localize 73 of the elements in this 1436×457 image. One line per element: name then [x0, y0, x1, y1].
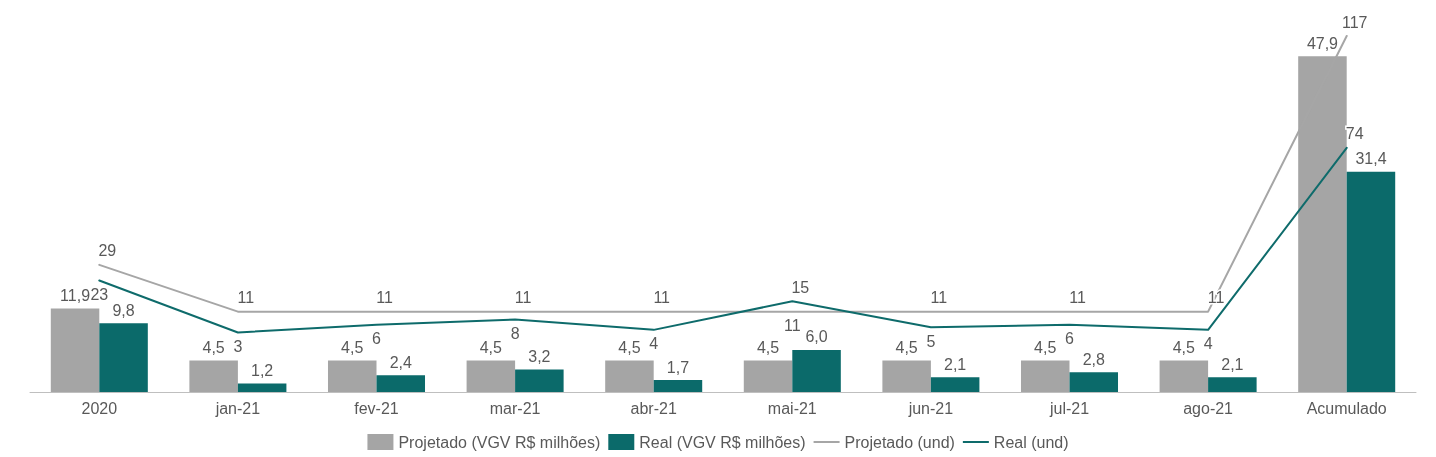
data-label: 29: [98, 242, 117, 260]
bar: [605, 360, 654, 392]
data-label: 117: [1341, 13, 1368, 31]
data-label: 47,9: [1306, 34, 1339, 52]
data-label: 11: [653, 289, 671, 307]
data-label: 74: [1345, 125, 1364, 143]
bar: [189, 360, 238, 392]
bar: [237, 383, 287, 392]
x-tick-label: jan-21: [214, 399, 261, 417]
data-label: 1,7: [666, 358, 690, 376]
legend-label: Real (VGV R$ milhões): [639, 433, 806, 451]
data-label: 4,5: [341, 338, 364, 356]
x-tick-label: mar-21: [489, 399, 541, 417]
x-tick-label: fev-21: [354, 399, 399, 417]
data-label: 11: [1207, 289, 1225, 307]
data-label: 11: [237, 289, 255, 307]
data-label: 23: [90, 285, 109, 303]
data-label: 4: [1203, 335, 1213, 353]
bar: [1346, 171, 1396, 392]
data-label: 11: [514, 289, 532, 307]
data-label: 4,5: [479, 338, 503, 356]
data-label: 2,1: [1221, 355, 1244, 373]
data-label: 4,5: [1034, 338, 1057, 356]
data-label: 3,2: [528, 348, 551, 366]
data-label: 4,5: [618, 338, 641, 356]
x-tick-label: Acumulado: [1306, 399, 1387, 417]
data-label: 1,2: [251, 362, 274, 380]
bar: [466, 360, 516, 392]
legend-label: Real (und): [993, 433, 1069, 451]
bar: [50, 308, 100, 392]
data-label: 2,4: [389, 353, 412, 371]
data-label: 8: [510, 324, 520, 342]
data-label: 6,0: [805, 328, 828, 346]
x-tick-label: jul-21: [1048, 399, 1090, 417]
data-label: 11,9: [60, 287, 91, 305]
x-tick-label: ago-21: [1183, 399, 1234, 417]
data-label: 11: [930, 289, 948, 307]
bar: [99, 323, 148, 392]
bar: [930, 377, 980, 392]
bar: [1159, 360, 1209, 392]
bar: [515, 369, 564, 392]
bar: [653, 380, 703, 392]
data-label: 15: [791, 278, 810, 296]
data-label: 6: [372, 330, 382, 348]
data-label: 11: [1069, 289, 1086, 307]
data-label: 4,5: [1172, 338, 1196, 356]
x-tick-label: mai-21: [767, 399, 817, 417]
bar: [1069, 372, 1119, 392]
data-label: 3: [233, 337, 243, 355]
legend-label: Projetado (und): [844, 433, 955, 451]
legend-label: Projetado (VGV R$ milhões): [398, 433, 601, 451]
data-label: 4: [649, 335, 659, 353]
data-label: 2,8: [1082, 350, 1105, 368]
data-label: 5: [926, 332, 936, 350]
data-label: 2,1: [944, 355, 967, 373]
bar: [792, 349, 841, 392]
data-label: 4,5: [202, 338, 225, 356]
data-label: 11: [784, 317, 801, 335]
data-label: 31,4: [1355, 150, 1387, 168]
data-label: 11: [376, 289, 393, 307]
x-tick-label: abr-21: [630, 399, 677, 417]
bar: [882, 360, 931, 392]
bar: [743, 360, 793, 392]
data-label: 4,5: [756, 338, 780, 356]
x-tick-label: jun-21: [907, 399, 954, 417]
data-label: 9,8: [112, 301, 135, 319]
bar: [1020, 360, 1070, 392]
x-tick-label: 2020: [81, 399, 118, 417]
data-label: 4,5: [895, 338, 918, 356]
bar: [1208, 377, 1257, 392]
data-label: 6: [1065, 330, 1075, 348]
bar: [327, 360, 377, 392]
bar: [376, 375, 426, 392]
